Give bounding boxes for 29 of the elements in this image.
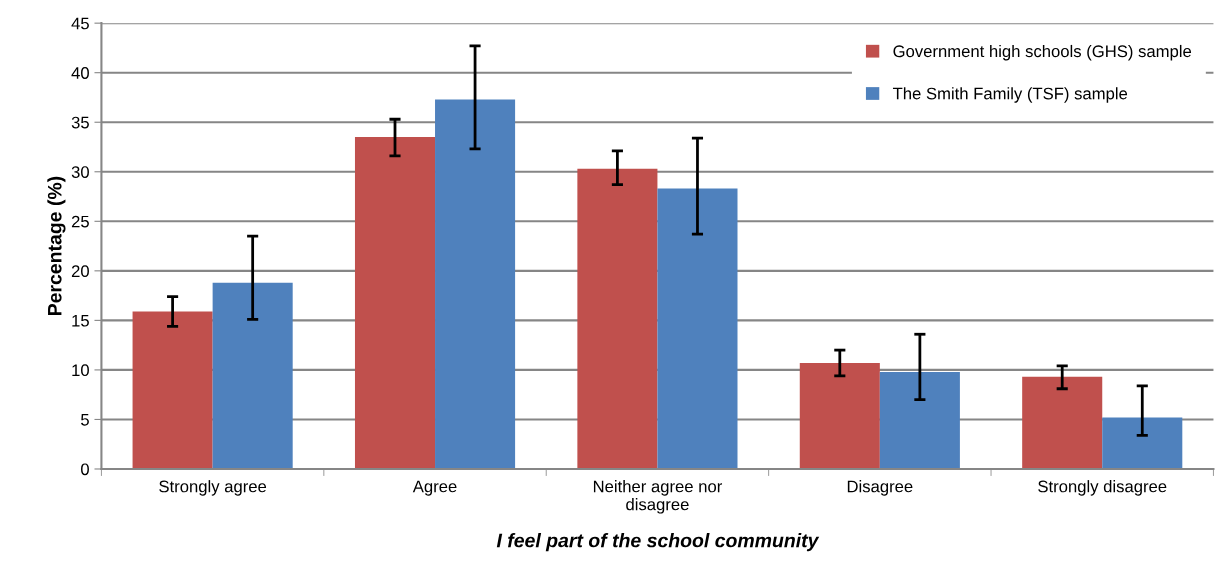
bar bbox=[879, 371, 960, 469]
y-tick-label: 15 bbox=[72, 314, 89, 327]
bar bbox=[1022, 376, 1103, 469]
bar bbox=[657, 188, 738, 469]
x-tick-label: Neither agree nor disagree bbox=[593, 480, 723, 514]
legend-label: The Smith Family (TSF) sample bbox=[892, 87, 1128, 103]
bar bbox=[354, 137, 436, 469]
x-tick-label: Agree bbox=[412, 480, 457, 496]
bar bbox=[577, 168, 658, 469]
y-tick-label: 30 bbox=[71, 166, 89, 178]
x-tick-label: Strongly agree bbox=[159, 480, 267, 496]
y-tick-label: 25 bbox=[71, 215, 89, 228]
bar bbox=[212, 282, 293, 469]
bar bbox=[435, 99, 516, 469]
y-axis-title: Percentage (%) bbox=[47, 176, 66, 316]
x-tick-label: Disagree bbox=[847, 480, 913, 496]
x-tick-label: Strongly disagree bbox=[1038, 480, 1167, 496]
y-tick-label: 45 bbox=[71, 17, 89, 30]
legend-label: Government high schools (GHS) sample bbox=[893, 44, 1192, 61]
bar bbox=[1102, 417, 1183, 469]
y-tick-label: 5 bbox=[81, 414, 89, 426]
x-axis-title: I feel part of the school community bbox=[496, 533, 820, 552]
y-tick-label: 20 bbox=[71, 265, 89, 278]
bar bbox=[132, 311, 213, 469]
y-tick-label: 0 bbox=[81, 463, 89, 476]
bar bbox=[799, 362, 880, 469]
y-tick-label: 10 bbox=[72, 364, 89, 377]
y-tick-label: 35 bbox=[71, 116, 89, 129]
y-tick-label: 40 bbox=[71, 67, 89, 79]
